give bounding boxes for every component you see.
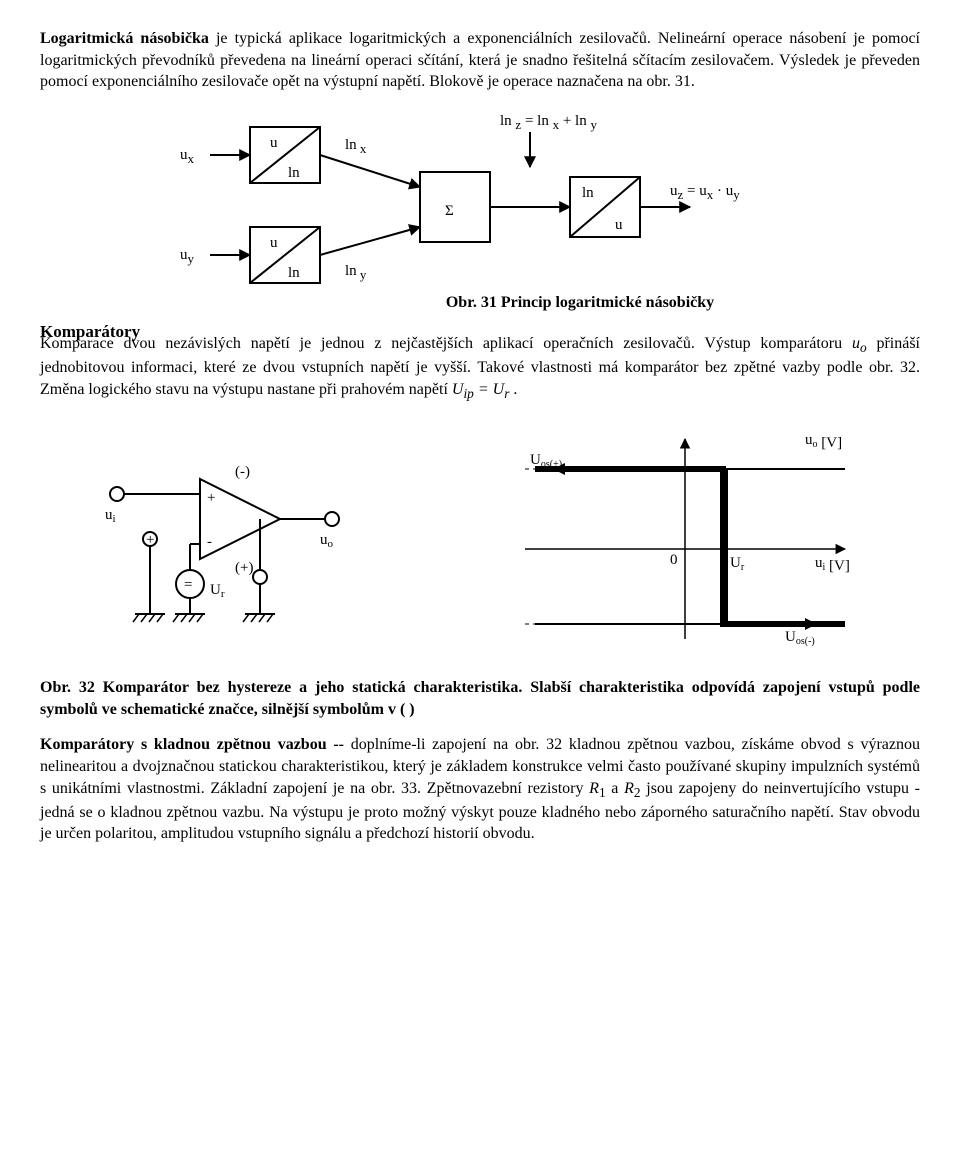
- svg-text:Ur: Ur: [210, 582, 225, 600]
- svg-text:(-): (-): [235, 464, 250, 480]
- svg-text:ln y: ln y: [345, 263, 367, 282]
- fig32-plot: .ax{stroke:#000;stroke-width:1.5;fill:no…: [505, 429, 865, 659]
- svg-text:ln z = ln x + ln y: ln z = ln x + ln y: [500, 113, 597, 132]
- svg-text:ux: ux: [180, 147, 195, 166]
- svg-text:u: u: [615, 217, 623, 233]
- svg-text:(+): (+): [235, 560, 253, 576]
- svg-text:ln x: ln x: [345, 137, 367, 156]
- svg-text:ui: ui: [105, 507, 116, 525]
- svg-text:uz = ux · uy: uz = ux · uy: [670, 183, 740, 202]
- svg-text:ui [V]: ui [V]: [815, 555, 850, 574]
- svg-text:uo: uo: [320, 532, 334, 550]
- fig32-schematic: .l{stroke:#000;stroke-width:2;fill:none}…: [95, 444, 365, 644]
- svg-text:0: 0: [670, 552, 678, 568]
- svg-text:ln: ln: [288, 165, 300, 181]
- fig31-caption: Obr. 31 Princip logaritmické násobičky: [40, 292, 920, 314]
- svg-text:Σ: Σ: [445, 203, 454, 219]
- fig31-diagram: .bx { fill:#fff; stroke:#000; stroke-wid…: [170, 107, 790, 317]
- svg-text:=: =: [184, 577, 192, 593]
- fig32-row: .l{stroke:#000;stroke-width:2;fill:none}…: [40, 417, 920, 659]
- paragraph-3: Komparátory s kladnou zpětnou vazbou -- …: [40, 734, 920, 845]
- svg-text:u: u: [270, 235, 278, 251]
- paragraph-1: Logaritmická násobička je typická aplika…: [40, 28, 920, 93]
- svg-text:-: -: [207, 534, 212, 550]
- svg-text:Ur: Ur: [730, 555, 745, 573]
- paragraph-2: Komparace dvou nezávislých napětí je jed…: [40, 333, 920, 403]
- svg-text:u: u: [270, 135, 278, 151]
- svg-text:+: +: [146, 532, 154, 548]
- fig32-caption: Obr. 32 Komparátor bez hystereze a jeho …: [40, 677, 920, 720]
- svg-text:uy: uy: [180, 247, 195, 266]
- para1-lead: Logaritmická násobička: [40, 30, 209, 47]
- svg-text:ln: ln: [288, 265, 300, 281]
- svg-text:uo [V]: uo [V]: [805, 432, 842, 451]
- svg-text:Uos(-): Uos(-): [785, 629, 815, 647]
- svg-text:ln: ln: [582, 185, 594, 201]
- svg-text:+: +: [207, 490, 215, 506]
